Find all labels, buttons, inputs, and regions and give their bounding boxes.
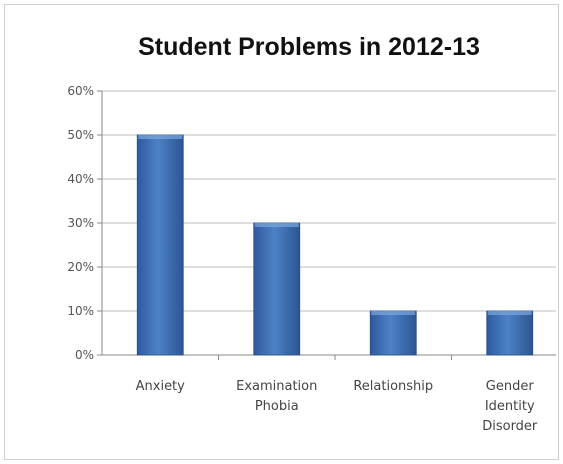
bars: [136, 134, 534, 356]
x-category-label: Relationship: [353, 379, 433, 394]
x-category-label: Gender: [486, 379, 535, 394]
bar-gender-identity-disorder: [486, 310, 534, 356]
y-tick-label: 20%: [67, 260, 94, 274]
bar-anxiety: [136, 134, 184, 356]
y-tick-label: 40%: [67, 172, 94, 186]
bar-highlight: [138, 135, 183, 139]
axes: [97, 90, 556, 360]
bar-highlight: [487, 311, 532, 315]
x-category-label: Examination: [236, 379, 317, 394]
bar-relationship: [369, 310, 417, 356]
x-category-label: Disorder: [482, 419, 538, 434]
bar-highlight: [254, 223, 299, 227]
y-tick-label: 50%: [67, 128, 94, 142]
x-category-label: Anxiety: [136, 379, 186, 394]
bar-highlight: [371, 311, 416, 315]
y-tick-label: 10%: [67, 304, 94, 318]
y-tick-label: 0%: [75, 348, 94, 362]
x-category-label: Phobia: [255, 399, 299, 414]
y-tick-label: 60%: [67, 84, 94, 98]
bar-examination-phobia: [253, 222, 301, 356]
labels: 0% 10% 20% 30% 40% 50% 60% Anxiety Examination Ph…: [67, 84, 538, 434]
y-tick-label: 30%: [67, 216, 94, 230]
chart-title: Student Problems in 2012-13: [138, 33, 480, 61]
x-category-label: Identity: [485, 399, 535, 414]
